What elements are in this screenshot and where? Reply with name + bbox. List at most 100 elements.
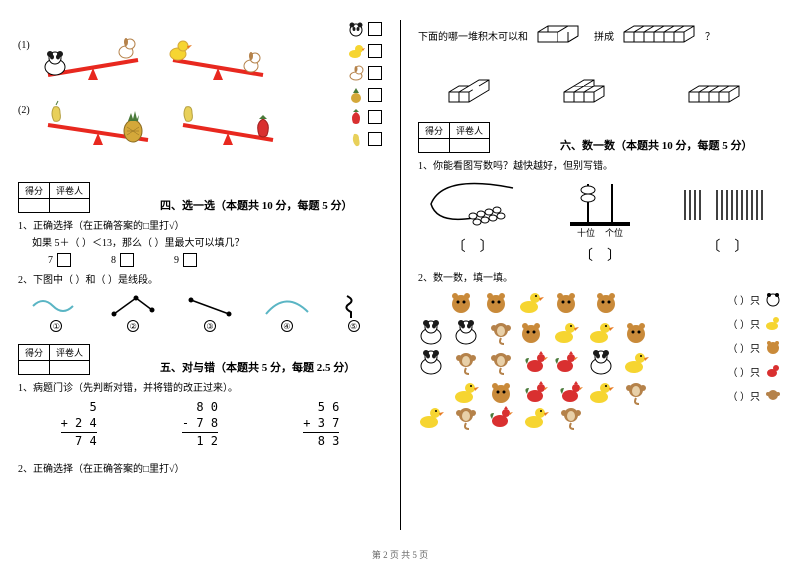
seesaw-1a (38, 30, 148, 85)
legend-text[interactable]: （ ）只 (728, 292, 761, 307)
answer-bracket[interactable]: 〔 〕 (673, 236, 782, 256)
score-header: 得分 (419, 123, 450, 139)
answer-box[interactable] (368, 22, 382, 36)
arith-1: 5+ 2 47 4 (61, 400, 97, 450)
monkey-icon (453, 405, 479, 431)
strawberry-icon (346, 108, 366, 126)
answer-box[interactable] (368, 88, 382, 102)
seesaw-area: (1) (18, 20, 382, 170)
score-cell[interactable] (419, 139, 450, 153)
circled-num: ① (50, 320, 62, 332)
duck-icon (523, 405, 549, 431)
line-1-icon (31, 294, 81, 320)
rooster-icon (553, 350, 579, 376)
answer-box[interactable] (368, 110, 382, 124)
duck-icon (588, 380, 614, 406)
score-header: 得分 (19, 345, 50, 361)
seesaw-label-1: (1) (18, 40, 30, 51)
opt-label: 7 (48, 255, 53, 266)
score-box-6: 得分评卷人 六、数一数（本题共 10 分，每题 5 分） (418, 122, 782, 153)
duck-icon (346, 42, 366, 60)
panda-icon (453, 320, 479, 346)
blocks-options (418, 70, 782, 110)
circled-num: ⑤ (348, 320, 360, 332)
score-cell[interactable] (19, 199, 50, 213)
monkey-icon (558, 405, 584, 431)
circled-num: ③ (204, 320, 216, 332)
blocks-question: 下面的哪一堆积木可以和 拼成 (418, 20, 782, 50)
duck-icon (453, 380, 479, 406)
duck-icon (553, 320, 579, 346)
legend-text[interactable]: （ ）只 (728, 340, 761, 355)
score-cell[interactable] (19, 361, 50, 375)
score-table: 得分评卷人 (18, 344, 90, 375)
answer-bracket[interactable]: 〔 〕 (418, 236, 527, 256)
answer-box[interactable] (368, 44, 382, 58)
rooster-icon (523, 350, 549, 376)
score-header: 得分 (19, 183, 50, 199)
section-6-title: 六、数一数（本题共 10 分，每题 5 分） (560, 137, 753, 153)
seesaw-answer-column (346, 20, 382, 152)
q5-1: 1、病题门诊（先判断对错，并将错的改正过来）。 (18, 379, 382, 394)
line-segments: ① ② ③ ④ ⑤ (18, 294, 382, 332)
block-shape-1 (536, 20, 586, 50)
score-table: 得分评卷人 (18, 182, 90, 213)
section-5-title: 五、对与错（本题共 5 分，每题 2.5 分） (160, 359, 355, 375)
answer-box[interactable] (368, 66, 382, 80)
arithmetic-row: 5+ 2 47 4 8 0- 7 81 2 5 6+ 3 78 3 (18, 400, 382, 450)
arith-3: 5 6+ 3 78 3 (303, 400, 339, 450)
opt-label: 9 (174, 255, 179, 266)
panda-icon (418, 320, 444, 346)
column-divider (400, 20, 401, 530)
count-beads: 〔 〕 (418, 180, 527, 265)
rooster-icon (488, 405, 514, 431)
option-box[interactable] (57, 253, 71, 267)
page-footer: 第 2 页 共 5 页 (0, 548, 800, 561)
animals-area: （ ）只 （ ）只 （ ）只 （ ）只 （ ）只 (418, 290, 782, 430)
circled-num: ④ (281, 320, 293, 332)
answer-bracket[interactable]: 〔 〕 (545, 245, 654, 265)
block-opt-2[interactable] (560, 70, 630, 110)
block-opt-3[interactable] (685, 70, 755, 110)
panda-icon (346, 20, 366, 38)
block-opt-1[interactable] (445, 70, 505, 110)
legend-text[interactable]: （ ）只 (728, 316, 761, 331)
monkey-icon (488, 350, 514, 376)
blocks-q-text3: ？ (705, 28, 715, 43)
monkey-icon (453, 350, 479, 376)
q4-2: 2、下图中（ ）和（ ）是线段。 (18, 271, 382, 286)
answer-box[interactable] (368, 132, 382, 146)
score-cell[interactable] (50, 199, 90, 213)
q6-2: 2、数一数，填一填。 (418, 269, 782, 284)
q4-1-sub: 如果 5＋（ ）＜13，那么（ ）里最大可以填几？ (32, 234, 382, 249)
option-box[interactable] (183, 253, 197, 267)
q4-1: 1、正确选择（在正确答案的□里打√） (18, 217, 382, 232)
seesaw-2b (173, 95, 283, 150)
score-table: 得分评卷人 (418, 122, 490, 153)
score-cell[interactable] (450, 139, 490, 153)
score-cell[interactable] (50, 361, 90, 375)
legend-text[interactable]: （ ）只 (728, 364, 761, 379)
duck-icon (623, 350, 649, 376)
circled-num: ② (127, 320, 139, 332)
count-abacus: 十位个位 〔 〕 (545, 180, 654, 265)
arith-2: 8 0- 7 81 2 (182, 400, 218, 450)
monkey-icon (764, 386, 782, 404)
option-box[interactable] (120, 253, 134, 267)
legend-text[interactable]: （ ）只 (728, 388, 761, 403)
duck-icon (518, 290, 544, 316)
pineapple-icon (346, 86, 366, 104)
line-5-icon (339, 294, 369, 320)
rooster-icon (523, 380, 549, 406)
pear-icon (346, 130, 366, 148)
line-3-icon (185, 294, 235, 320)
count-row: 〔 〕 十位个位 〔 〕 (418, 180, 782, 265)
score-header: 评卷人 (50, 345, 90, 361)
duck-icon (418, 405, 444, 431)
panda-icon (588, 350, 614, 376)
q6-1: 1、你能看图写数吗？越快越好，但别写错。 (418, 157, 782, 172)
line-2-icon (108, 294, 158, 320)
bear-icon (483, 290, 509, 316)
duck-icon (588, 320, 614, 346)
bear-icon (518, 320, 544, 346)
